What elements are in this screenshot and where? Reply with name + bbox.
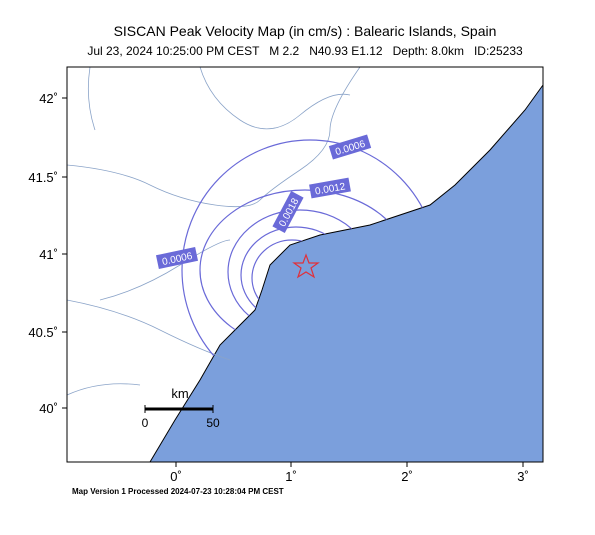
y-tick-label: 41˚ xyxy=(39,247,58,262)
map-frame xyxy=(66,66,544,463)
scale-label: 0 xyxy=(142,416,149,430)
contour-label: 0.0012 xyxy=(309,177,351,199)
x-tick-label: 0˚ xyxy=(170,469,182,484)
y-tick-label: 41.5˚ xyxy=(28,170,58,185)
y-tick-label: 42˚ xyxy=(39,91,58,106)
contour-label-box xyxy=(272,191,304,233)
x-tick-label: 3˚ xyxy=(517,469,529,484)
coastline xyxy=(149,84,544,463)
footer: Map Version 1 Processed 2024-07-23 10:28… xyxy=(72,487,284,496)
axis-ticks: 0˚ 1˚ 2˚ 3˚ 42˚ 41.5˚ 41˚ 40.5˚ 40˚ xyxy=(28,91,528,484)
x-tick-label: 1˚ xyxy=(285,469,297,484)
contour-label-text: 0.0012 xyxy=(314,181,346,197)
y-tick-label: 40.5˚ xyxy=(28,325,58,340)
scale-label: 50 xyxy=(206,416,220,430)
scale-unit: km xyxy=(171,386,188,401)
y-tick-label: 40˚ xyxy=(39,401,58,416)
title: SISCAN Peak Velocity Map (in cm/s) : Bal… xyxy=(114,23,497,39)
contour-label-box xyxy=(328,134,372,160)
contour-label-box xyxy=(309,177,351,199)
rivers xyxy=(66,66,361,396)
scale-bar: km 0 50 xyxy=(142,386,220,430)
epicenter-star xyxy=(292,253,320,279)
x-tick-label: 2˚ xyxy=(401,469,413,484)
contour-label-box xyxy=(155,246,199,270)
subtitle: Jul 23, 2024 10:25:00 PM CEST M 2.2 N40.… xyxy=(87,44,523,58)
sea xyxy=(150,85,543,462)
